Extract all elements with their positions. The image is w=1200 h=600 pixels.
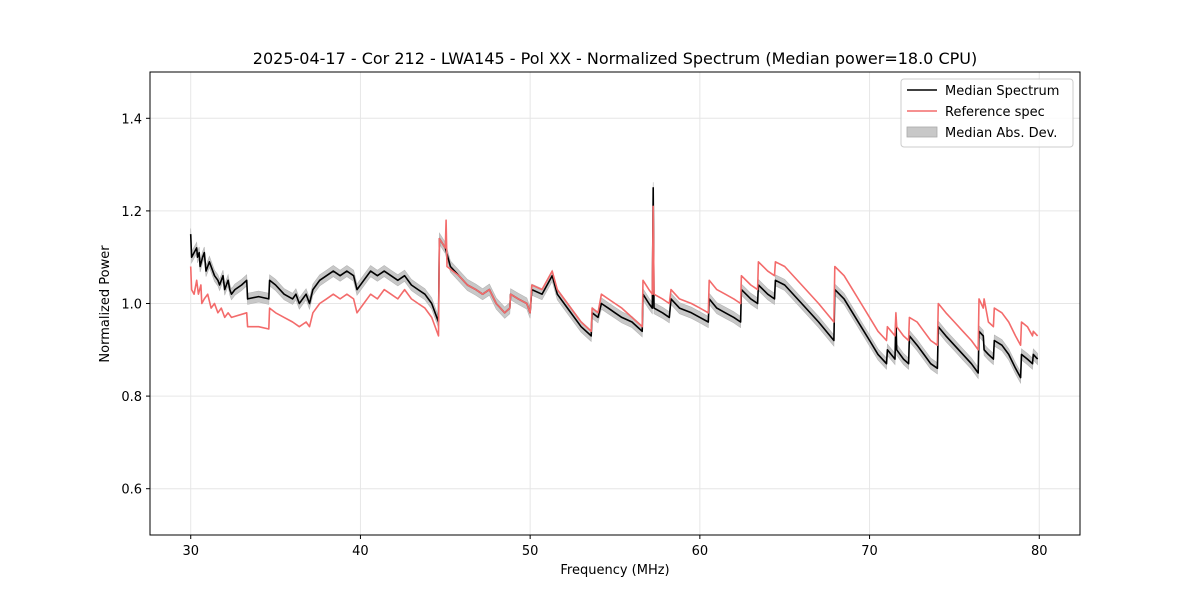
mad-band-group bbox=[190, 182, 1038, 385]
x-tick-label: 80 bbox=[1031, 544, 1048, 559]
y-tick-label: 1.4 bbox=[121, 112, 142, 127]
ticks: 30 40 50 60 70 80 0.6 0.8 1.0 1.2 1.4 bbox=[121, 112, 1047, 559]
legend-label-median: Median Spectrum bbox=[945, 84, 1059, 99]
series-group bbox=[189, 187, 1039, 379]
x-axis-label: Frequency (MHz) bbox=[560, 563, 669, 578]
legend: Median Spectrum Reference spec Median Ab… bbox=[900, 78, 1074, 148]
x-tick-label: 50 bbox=[522, 544, 539, 559]
x-tick-label: 60 bbox=[692, 544, 709, 559]
y-tick-label: 1.2 bbox=[121, 205, 142, 220]
y-tick-label: 1.0 bbox=[121, 298, 142, 313]
legend-swatch-mad bbox=[906, 126, 938, 138]
y-tick-label: 0.8 bbox=[121, 390, 142, 405]
x-tick-label: 30 bbox=[182, 544, 199, 559]
chart-title: 2025-04-17 - Cor 212 - LWA145 - Pol XX -… bbox=[253, 49, 977, 68]
legend-box bbox=[900, 78, 1074, 148]
y-tick-label: 0.6 bbox=[121, 483, 142, 498]
x-tick-label: 70 bbox=[861, 544, 878, 559]
legend-label-reference: Reference spec bbox=[945, 105, 1045, 120]
mad-band bbox=[190, 182, 1038, 385]
x-tick-label: 40 bbox=[352, 544, 369, 559]
reference-spec-line bbox=[189, 205, 1039, 351]
legend-label-mad: Median Abs. Dev. bbox=[945, 126, 1057, 141]
y-axis-label: Normalized Power bbox=[98, 245, 113, 363]
